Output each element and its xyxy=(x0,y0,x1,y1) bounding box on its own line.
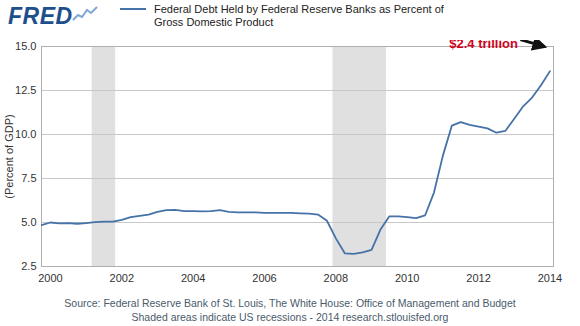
svg-text:2000: 2000 xyxy=(38,272,62,284)
svg-text:(Percent of GDP): (Percent of GDP) xyxy=(3,114,15,198)
svg-text:10.0: 10.0 xyxy=(15,128,36,140)
svg-text:2002: 2002 xyxy=(110,272,134,284)
html-text:FRED: FRED xyxy=(8,3,73,29)
html-text:Shaded areas indicate US reces: Shaded areas indicate US recessions - 20… xyxy=(131,311,449,323)
svg-text:2.5: 2.5 xyxy=(21,260,36,272)
svg-text:2010: 2010 xyxy=(395,272,419,284)
svg-text:2004: 2004 xyxy=(181,272,205,284)
svg-text:15.0: 15.0 xyxy=(15,40,36,52)
svg-text:2006: 2006 xyxy=(252,272,276,284)
svg-text:7.5: 7.5 xyxy=(21,172,36,184)
html-text:Source: Federal Reserve Bank o: Source: Federal Reserve Bank of St. Loui… xyxy=(64,297,516,309)
svg-text:$2.4 trillion: $2.4 trillion xyxy=(449,40,518,51)
svg-text:2014: 2014 xyxy=(538,272,562,284)
svg-text:2008: 2008 xyxy=(324,272,348,284)
svg-text:2012: 2012 xyxy=(466,272,490,284)
html-text:Federal Debt Held by Federal R: Federal Debt Held by Federal Reserve Ban… xyxy=(154,3,444,28)
svg-text:5.0: 5.0 xyxy=(21,216,36,228)
svg-text:12.5: 12.5 xyxy=(15,84,36,96)
